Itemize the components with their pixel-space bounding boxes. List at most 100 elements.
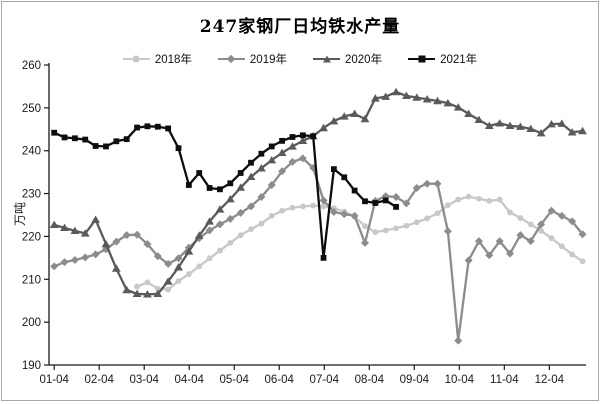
point-marker (143, 240, 152, 249)
x-tick-label: 08-04 (355, 374, 385, 386)
point-marker (165, 125, 172, 132)
point-marker (279, 137, 285, 144)
point-marker (268, 143, 275, 150)
point-marker (257, 193, 266, 201)
point-marker (101, 239, 111, 248)
point-marker (413, 219, 420, 226)
point-marker (256, 164, 266, 172)
legend-item-2021: 2021年 (408, 51, 477, 67)
point-marker (341, 174, 348, 181)
point-marker (329, 116, 339, 125)
point-marker (51, 129, 58, 136)
point-marker (360, 238, 369, 247)
x-tick-label: 11-04 (490, 374, 519, 386)
point-marker (443, 227, 452, 236)
x-tick-label: 03-04 (129, 374, 159, 386)
point-marker (536, 128, 546, 137)
point-marker (362, 223, 368, 230)
point-marker (476, 195, 482, 202)
y-tick-label: 220 (22, 231, 41, 243)
point-marker (81, 253, 90, 262)
point-marker (484, 121, 494, 130)
point-marker (464, 256, 473, 265)
y-tick-label: 250 (22, 103, 41, 115)
point-marker (184, 247, 194, 255)
point-marker (362, 198, 368, 205)
point-marker (299, 132, 306, 139)
point-marker (382, 227, 389, 234)
point-marker (350, 109, 360, 118)
point-marker (92, 143, 99, 149)
point-marker (288, 142, 297, 150)
point-marker (185, 271, 192, 278)
point-marker (267, 155, 277, 164)
point-marker (454, 336, 463, 345)
point-marker (393, 225, 399, 232)
legend-label: 2020年 (345, 54, 383, 66)
point-marker (196, 170, 203, 176)
point-marker (547, 119, 556, 128)
point-marker (548, 235, 555, 242)
point-marker (289, 134, 296, 140)
point-marker (569, 251, 576, 258)
point-marker (174, 263, 183, 271)
point-marker (393, 203, 399, 210)
legend-triangle-marker-icon (313, 55, 340, 64)
legend-circle-marker-icon (122, 55, 150, 64)
point-marker (392, 193, 401, 201)
point-marker (226, 214, 235, 223)
point-marker (80, 229, 90, 237)
y-tick-label: 230 (22, 189, 41, 201)
point-marker (91, 250, 100, 259)
point-marker (350, 211, 359, 220)
point-marker (455, 196, 462, 203)
series-line-2020 (53, 90, 583, 296)
point-marker (165, 286, 172, 293)
point-marker (60, 258, 69, 267)
point-marker (279, 207, 285, 214)
legend: 2018年 2019年 2020年 2021年 (2, 51, 598, 67)
chart-title: 247家钢厂日均铁水产量 (199, 17, 401, 37)
series-line-2021 (53, 125, 397, 260)
point-marker (319, 123, 328, 132)
point-marker (217, 247, 223, 254)
legend-item-2019: 2019年 (217, 51, 287, 67)
point-marker (123, 136, 130, 143)
point-marker (433, 179, 442, 188)
point-marker (215, 220, 224, 229)
point-marker (433, 96, 442, 105)
point-marker (153, 252, 162, 261)
point-marker (163, 277, 173, 285)
legend-diamond-marker-icon (217, 54, 245, 64)
point-marker (537, 220, 546, 229)
point-marker (225, 194, 235, 203)
point-marker (217, 186, 223, 193)
point-marker (103, 143, 109, 150)
point-marker (277, 148, 287, 157)
point-marker (49, 220, 59, 229)
point-marker (247, 202, 256, 211)
point-marker (557, 119, 567, 127)
legend-label: 2018年 (154, 54, 192, 66)
x-tick-label: 09-04 (400, 374, 430, 386)
x-tick-label: 01-04 (39, 374, 69, 386)
x-tick-label: 12-04 (535, 374, 565, 386)
point-marker (310, 202, 317, 209)
y-tick-label: 240 (22, 146, 41, 158)
point-marker (557, 211, 566, 220)
point-marker (205, 226, 214, 235)
point-marker (236, 208, 245, 217)
point-marker (474, 237, 483, 246)
point-marker (538, 227, 544, 234)
point-marker (227, 239, 234, 246)
point-marker (206, 255, 213, 262)
point-marker (144, 279, 151, 286)
x-tick-label: 04-04 (175, 374, 205, 386)
point-marker (474, 115, 484, 124)
point-marker (133, 230, 142, 239)
point-marker (122, 285, 132, 294)
point-marker (381, 92, 391, 100)
point-marker (372, 229, 379, 236)
point-marker (246, 172, 256, 181)
